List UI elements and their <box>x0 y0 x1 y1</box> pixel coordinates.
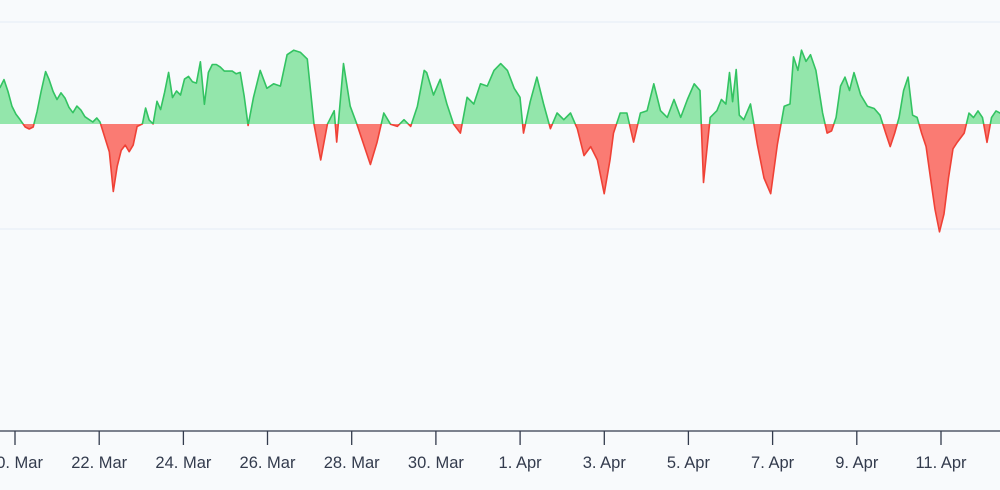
svg-text:7. Apr: 7. Apr <box>751 454 795 472</box>
svg-text:22. Mar: 22. Mar <box>71 454 127 472</box>
svg-text:1. Apr: 1. Apr <box>499 454 543 472</box>
svg-text:5. Apr: 5. Apr <box>667 454 711 472</box>
svg-text:24. Mar: 24. Mar <box>155 454 211 472</box>
svg-text:3. Apr: 3. Apr <box>583 454 627 472</box>
svg-text:30. Mar: 30. Mar <box>408 454 464 472</box>
svg-text:11. Apr: 11. Apr <box>915 454 967 472</box>
svg-text:28. Mar: 28. Mar <box>324 454 380 472</box>
svg-text:26. Mar: 26. Mar <box>240 454 296 472</box>
svg-text:20. Mar: 20. Mar <box>0 454 43 472</box>
svg-text:9. Apr: 9. Apr <box>835 454 879 472</box>
